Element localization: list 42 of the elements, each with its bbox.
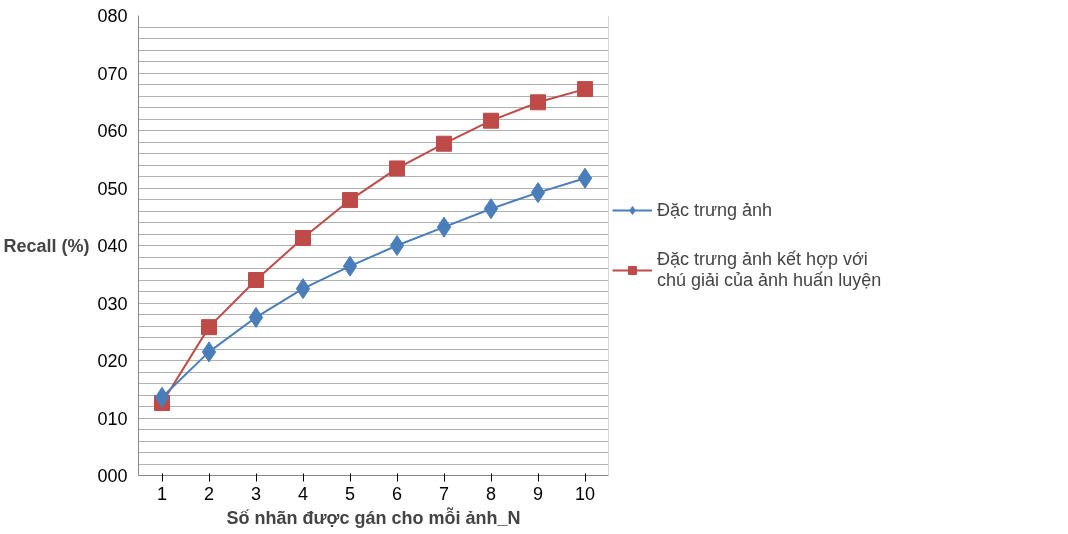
point bbox=[577, 81, 593, 98]
point bbox=[436, 135, 452, 152]
point bbox=[436, 216, 452, 238]
point bbox=[295, 230, 311, 247]
y-tick-label: 080 bbox=[97, 6, 128, 26]
point bbox=[154, 386, 170, 408]
x-tick-label: 2 bbox=[203, 483, 215, 504]
x-tick-label: 9 bbox=[532, 483, 544, 504]
x-tick-label: 7 bbox=[438, 483, 450, 504]
point bbox=[483, 198, 499, 220]
x-tick-label: 5 bbox=[344, 483, 356, 504]
y-tick-label: 070 bbox=[97, 63, 128, 84]
y-tick-label: 010 bbox=[97, 408, 128, 429]
point bbox=[342, 255, 358, 277]
y-tick-label: 020 bbox=[97, 351, 128, 371]
point bbox=[389, 235, 405, 256]
point bbox=[295, 278, 311, 300]
x-tick-label: 1 bbox=[156, 483, 168, 504]
point bbox=[201, 341, 217, 363]
y-tick-label: 000 bbox=[97, 466, 128, 486]
y-tick-label: 050 bbox=[97, 178, 128, 199]
point bbox=[483, 112, 499, 129]
y-tick-label: 060 bbox=[97, 121, 128, 141]
x-tick-label: 3 bbox=[250, 483, 262, 504]
legend-label: Đặc trưng ảnh bbox=[657, 199, 773, 221]
x-tick-label: 4 bbox=[297, 483, 309, 504]
x-tick-label: 10 bbox=[574, 483, 596, 504]
y-axis-title: Recall (%) bbox=[3, 235, 90, 256]
point bbox=[342, 192, 358, 209]
x-axis-title: Số nhãn được gán cho mỗi ảnh_N bbox=[226, 506, 521, 528]
y-tick-label: 040 bbox=[97, 236, 128, 256]
x-tick-label: 8 bbox=[485, 483, 497, 504]
point bbox=[201, 319, 217, 336]
point bbox=[248, 272, 264, 288]
point bbox=[577, 167, 593, 189]
point bbox=[530, 182, 546, 204]
point bbox=[389, 160, 405, 177]
y-tick-label: 030 bbox=[97, 293, 128, 314]
x-tick-label: 6 bbox=[391, 483, 403, 504]
point bbox=[530, 94, 546, 111]
point bbox=[248, 306, 264, 328]
legend-label: Đặc trưng ảnh kết hợp với chú giải của ảnh huấn luyện bbox=[657, 249, 882, 291]
